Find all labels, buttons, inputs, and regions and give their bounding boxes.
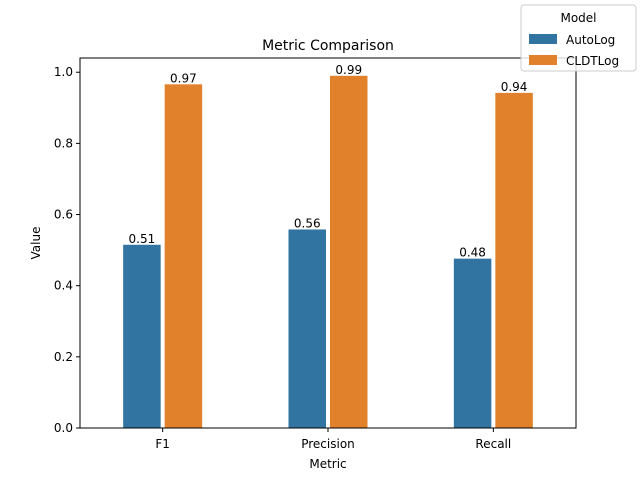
x-tick-label: Recall (475, 437, 511, 451)
legend-swatch-autolog (529, 34, 557, 44)
bar-cldtlog (330, 75, 368, 429)
y-tick-label: 0.2 (54, 350, 73, 364)
legend-label-cldtlog: CLDTLog (566, 54, 619, 68)
x-tick-label: Precision (301, 437, 355, 451)
bar-data-label: 0.56 (294, 216, 321, 230)
y-tick-label: 0.8 (54, 136, 73, 150)
bar-autolog (288, 229, 326, 428)
bar-data-label: 0.94 (501, 80, 528, 94)
legend: Model AutoLog CLDTLog (520, 4, 637, 72)
y-tick-label: 0.0 (54, 421, 73, 435)
x-tick-label: F1 (155, 437, 170, 451)
axis-ticks: F1 Precision Recall 0.0 0.2 0.4 0.6 0.8 1.0 (54, 65, 511, 451)
bar-data-label: 0.48 (459, 246, 486, 260)
bar-data-label: 0.51 (129, 232, 156, 246)
bar-data-label: 0.99 (335, 63, 362, 77)
bar-cldtlog (164, 84, 203, 429)
plot-area: 0.51 0.97 0.56 0.99 0.48 0.94 (123, 63, 533, 429)
bar-cldtlog (495, 92, 533, 428)
legend-swatch-cldtlog (529, 55, 557, 65)
bar-autolog (123, 244, 161, 428)
legend-title: Model (560, 11, 596, 25)
y-tick-label: 1.0 (54, 65, 73, 79)
y-axis-label: Value (29, 227, 43, 260)
bar-autolog (453, 258, 492, 428)
x-axis-label: Metric (309, 457, 346, 471)
legend-label-autolog: AutoLog (566, 33, 615, 47)
y-tick-label: 0.4 (54, 279, 73, 293)
bar-data-label: 0.97 (170, 71, 197, 85)
y-tick-label: 0.6 (54, 208, 73, 222)
legend-box (520, 4, 637, 72)
chart-title: Metric Comparison (262, 38, 394, 54)
